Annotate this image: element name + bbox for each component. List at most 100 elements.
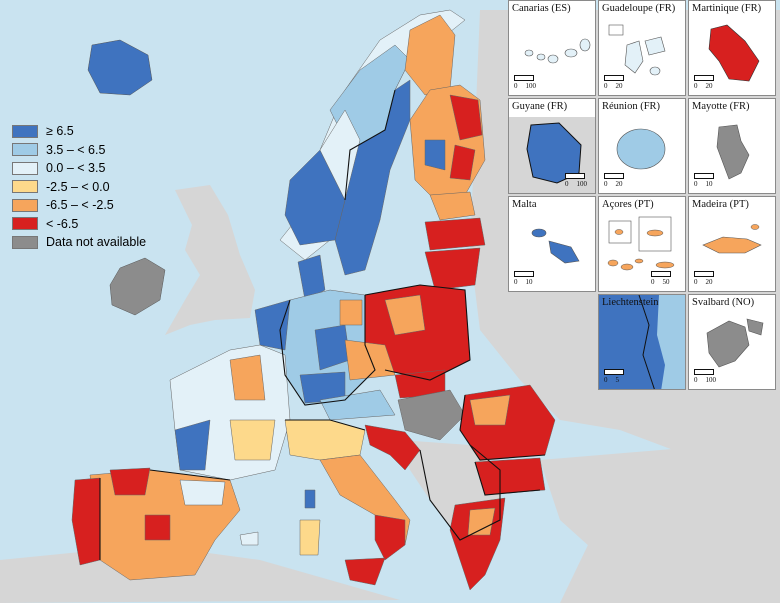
scale-bar: 0 100 [694,369,724,384]
mayotte-island [716,124,750,180]
spain-red-north [109,467,151,496]
guadeloupe-islands [608,24,666,76]
denmark-region [297,254,326,301]
scale-bar: 0 10 [514,271,541,286]
inset-reunion: Réunion (FR) 0 20 [598,98,686,194]
slovenia-croatia [364,424,421,471]
inset-title: Malta [512,199,537,210]
malta-islands [531,228,580,264]
inset-martinique: Martinique (FR) 0 20 [688,0,776,96]
scale-bar: 0 20 [604,173,631,188]
scale-bar: 0 20 [694,75,721,90]
canarias-islands [524,38,591,64]
inset-malta: Malta 0 10 [508,196,596,292]
inset-title: Guadeloupe (FR) [602,3,676,14]
legend-item: 0.0 – < 3.5 [12,159,146,178]
reunion-island [616,128,666,170]
inset-mayotte: Mayotte (FR) 0 10 [688,98,776,194]
finland-blue [424,139,446,171]
legend-swatch [12,161,38,175]
border-balkan-outline [419,444,501,541]
greece-orange [467,507,496,536]
france-yellow [229,419,276,461]
inset-guadeloupe: Guadeloupe (FR) 0 20 [598,0,686,96]
inset-title: Guyane (FR) [512,101,568,112]
romania-orange [469,394,511,426]
italy-south-red [374,514,406,561]
finland-red2 [449,144,476,181]
legend-item: 3.5 – < 6.5 [12,141,146,160]
border-france-spain [149,469,231,481]
sardinia [299,519,321,556]
scale-bar: 0 100 [514,75,544,90]
balearic-islands [239,531,259,546]
finland-red [449,94,483,141]
turkey-land [540,440,780,565]
ireland-region [109,257,166,316]
legend-label: Data not available [46,235,147,250]
estonia-region [429,191,476,221]
inset-title: Açores (PT) [602,199,654,210]
sicily [344,557,386,586]
madeira-island [702,224,762,254]
legend-swatch [12,143,38,157]
inset-madeira: Madeira (PT) 0 20 [688,196,776,292]
legend-label: 3.5 – < 6.5 [46,142,106,157]
svalbard-islands [706,318,764,368]
france-blue-west [174,419,211,471]
poland-orange [384,294,426,336]
legend-swatch [12,198,38,212]
legend-swatch [12,124,38,138]
austria-region [319,389,396,421]
portugal-regions [71,477,101,566]
legend-label: -6.5 – < -2.5 [46,198,114,213]
scale-bar: 0 100 [565,173,595,188]
legend-swatch [12,235,38,249]
legend-item: -6.5 – < -2.5 [12,196,146,215]
legend-item: Data not available [12,233,146,252]
germany-orange [339,299,363,326]
lithuania-region [424,247,481,291]
scale-bar: 0 50 [651,271,678,286]
inset-title: Canarias (ES) [512,3,571,14]
border-italy [285,419,366,431]
inset-acores: Açores (PT) 0 50 [598,196,686,292]
legend-label: ≥ 6.5 [46,124,74,139]
acores-islands [607,216,675,271]
inset-title: Svalbard (NO) [692,297,755,308]
guyane-region [509,117,595,193]
inset-title: Liechtenstein [602,297,659,308]
france-orange [229,354,266,401]
inset-title: Réunion (FR) [602,101,661,112]
scale-bar: 0 20 [694,271,721,286]
uk-land [165,185,255,335]
legend-item: < -6.5 [12,215,146,234]
inset-title: Mayotte (FR) [692,101,750,112]
spain-red-center [144,514,171,541]
legend-label: -2.5 – < 0.0 [46,179,110,194]
legend-swatch [12,217,38,231]
legend-label: 0.0 – < 3.5 [46,161,106,176]
inset-svalbard: Svalbard (NO) 0 100 [688,294,776,390]
hungary-region [397,389,466,441]
scale-bar: 0 20 [604,75,631,90]
legend-swatch [12,180,38,194]
legend-label: < -6.5 [46,216,79,231]
inset-canarias: Canarias (ES) 0 100 [508,0,596,96]
scale-bar: 0 10 [694,173,721,188]
border-poland [364,284,471,381]
inset-guyane: Guyane (FR) 0 100 [508,98,596,194]
martinique-island [708,24,760,82]
inset-title: Madeira (PT) [692,199,749,210]
sweden-light [319,109,361,201]
map-legend: ≥ 6.5 3.5 – < 6.5 0.0 – < 3.5 -2.5 – < 0… [12,122,146,252]
legend-item: ≥ 6.5 [12,122,146,141]
bulgaria-regions [474,457,546,496]
latvia-region [424,217,486,251]
border-sweden-norway [344,89,396,201]
legend-item: -2.5 – < 0.0 [12,178,146,197]
spain-light [179,479,226,506]
iceland-region [87,39,153,96]
